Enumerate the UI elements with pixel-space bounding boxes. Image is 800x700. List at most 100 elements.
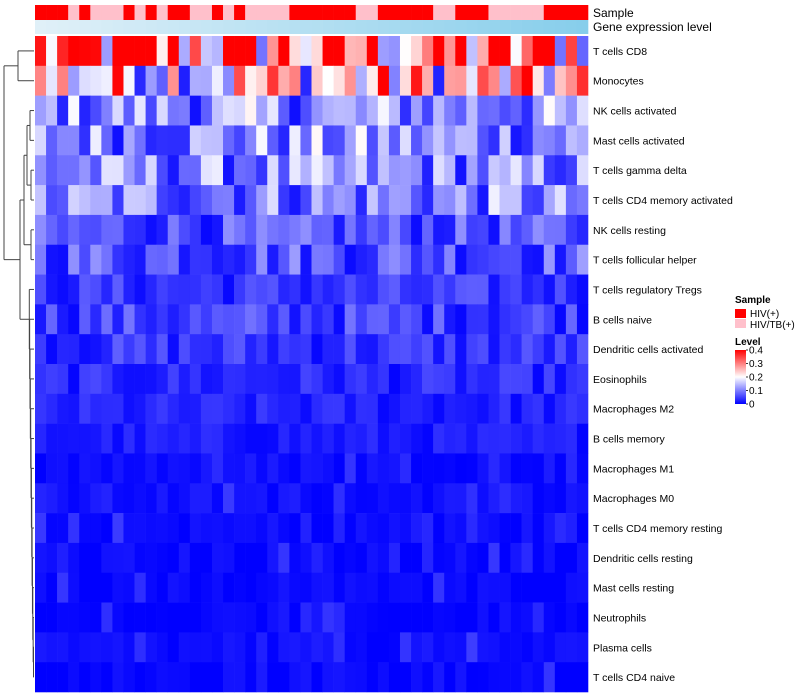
heatmap-cell xyxy=(289,542,301,574)
heatmap-cell xyxy=(46,304,58,335)
heatmap-cell xyxy=(510,453,522,484)
heatmap-cell xyxy=(256,453,268,484)
heatmap-cell xyxy=(79,274,91,305)
heatmap-cell xyxy=(322,423,334,454)
heatmap-cell xyxy=(223,36,235,67)
heatmap-cell xyxy=(223,274,235,305)
heatmap-cell xyxy=(200,155,213,186)
heatmap-cell xyxy=(333,453,345,484)
gene-annotation-cell xyxy=(433,20,445,34)
heatmap-cell xyxy=(399,542,412,574)
heatmap-cell xyxy=(433,274,445,305)
heatmap-cell xyxy=(333,423,345,454)
heatmap-cell xyxy=(211,393,224,424)
heatmap-cell xyxy=(256,364,268,395)
heatmap-cell xyxy=(256,155,268,186)
row-label: T cells CD4 memory resting xyxy=(593,523,722,535)
sample-annotation-cell xyxy=(355,5,368,20)
heatmap-cell xyxy=(311,423,323,454)
heatmap-cell xyxy=(57,125,69,156)
heatmap-cell xyxy=(532,602,545,633)
heatmap-cell xyxy=(543,364,556,395)
heatmap-cell xyxy=(267,393,279,424)
heatmap-cell xyxy=(455,632,467,663)
heatmap-cell xyxy=(156,185,169,216)
heatmap-cell xyxy=(167,185,180,216)
gene-annotation-cell xyxy=(123,20,135,34)
heatmap-cell xyxy=(90,36,102,67)
heatmap-cell xyxy=(543,155,556,186)
heatmap-cell xyxy=(510,423,522,454)
heatmap-cell xyxy=(167,513,180,544)
heatmap-cell xyxy=(477,542,489,574)
heatmap-cell xyxy=(123,423,135,454)
heatmap-cell xyxy=(322,542,334,574)
heatmap-cell xyxy=(399,453,412,484)
heatmap-cell xyxy=(123,513,135,544)
heatmap-cell xyxy=(156,125,169,156)
gene-annotation-cell xyxy=(245,20,257,34)
row-label: T cells follicular helper xyxy=(593,255,697,267)
heatmap-cell xyxy=(189,572,202,603)
heatmap-cell xyxy=(366,125,379,156)
heatmap-cell xyxy=(57,662,69,693)
heatmap-cell xyxy=(101,125,113,156)
heatmap-cell xyxy=(466,572,478,603)
heatmap-cell xyxy=(300,65,312,96)
heatmap-cell xyxy=(377,453,390,484)
heatmap-cell xyxy=(466,155,478,186)
heatmap-cell xyxy=(300,95,312,126)
heatmap-cell xyxy=(189,274,202,305)
heatmap-cell xyxy=(499,185,511,216)
heatmap-cell xyxy=(46,513,58,544)
heatmap-cell xyxy=(455,155,467,186)
heatmap-cell xyxy=(411,95,423,126)
heatmap-cell xyxy=(68,453,80,484)
heatmap-cell xyxy=(123,155,135,186)
heatmap-cell xyxy=(211,125,224,156)
heatmap-cell xyxy=(322,65,334,96)
heatmap-cell xyxy=(112,662,124,693)
heatmap-cell xyxy=(211,602,224,633)
heatmap-cell xyxy=(101,304,113,335)
heatmap-cell xyxy=(79,364,91,395)
heatmap-cell xyxy=(377,244,390,275)
heatmap-cell xyxy=(156,453,169,484)
heatmap-cell xyxy=(234,572,246,603)
heatmap-cell xyxy=(366,632,379,663)
heatmap-cell xyxy=(499,423,511,454)
heatmap-cell xyxy=(554,423,567,454)
heatmap-cell xyxy=(178,334,191,365)
heatmap-cell xyxy=(433,662,445,693)
heatmap-cell xyxy=(145,572,157,603)
heatmap-cell xyxy=(543,125,556,156)
heatmap-cell xyxy=(554,36,567,67)
heatmap-cell xyxy=(167,125,180,156)
heatmap-cell xyxy=(300,125,312,156)
heatmap-cell xyxy=(167,274,180,305)
sample-annotation-cell xyxy=(521,5,533,20)
heatmap-cell xyxy=(333,662,345,693)
heatmap-cell xyxy=(178,274,191,305)
heatmap-cell xyxy=(488,364,500,395)
heatmap-cell xyxy=(444,274,456,305)
heatmap-cell xyxy=(278,513,290,544)
sample-annotation-cell xyxy=(145,5,157,20)
heatmap-cell xyxy=(134,513,146,544)
heatmap-cell xyxy=(366,364,379,395)
gene-annotation-cell xyxy=(333,20,345,34)
row-label: B cells naive xyxy=(593,314,652,326)
heatmap-cell xyxy=(57,542,69,574)
heatmap-cell xyxy=(355,214,368,246)
heatmap-cell xyxy=(455,185,467,216)
heatmap-cell xyxy=(267,513,279,544)
heatmap-cell xyxy=(510,185,522,216)
sample-annotation-cell xyxy=(333,5,345,20)
heatmap-cell xyxy=(311,393,323,424)
heatmap-cell xyxy=(90,65,102,96)
heatmap-cell xyxy=(300,393,312,424)
heatmap-cell xyxy=(311,483,323,514)
heatmap-cell xyxy=(466,393,478,424)
heatmap-cell xyxy=(322,602,334,633)
heatmap-cell xyxy=(134,185,146,216)
